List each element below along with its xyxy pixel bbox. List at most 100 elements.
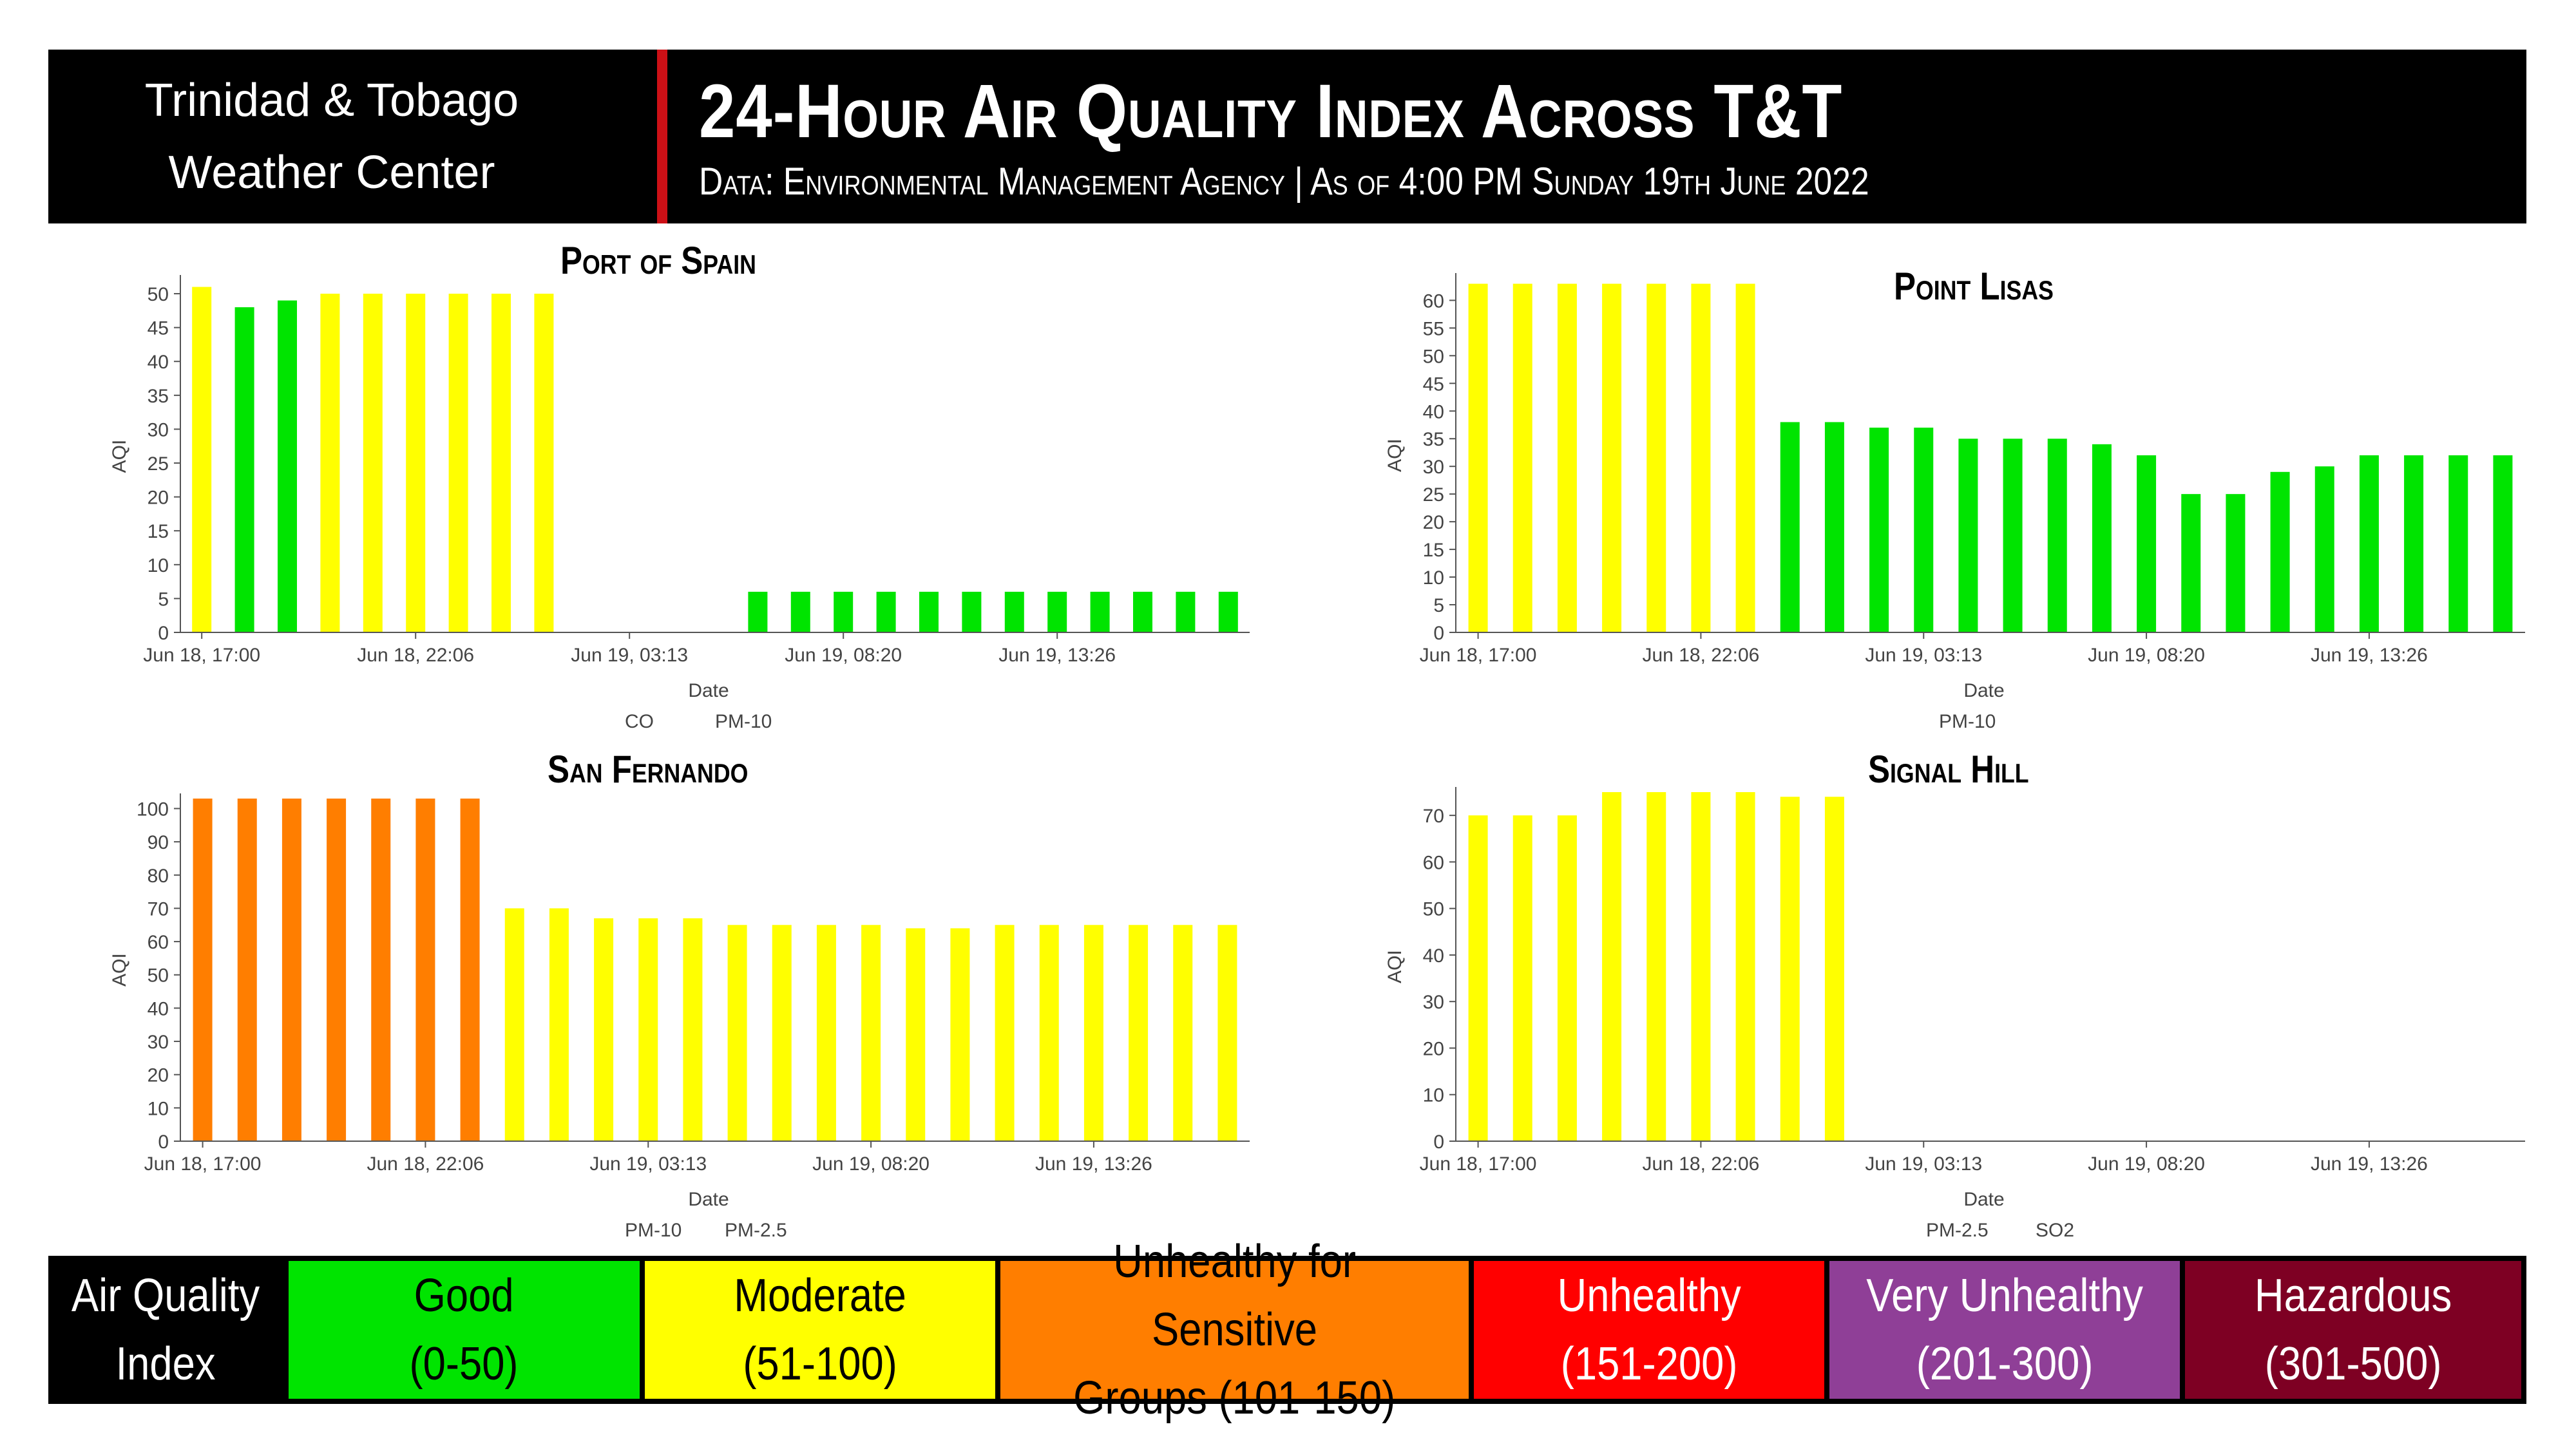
legend-item-range: (201-300) — [1916, 1338, 2094, 1390]
chart-port-of-spain: 0 5 10 15 20 25 30 35 40 45 50 AQI Jun 18, 17:00 Jun … — [97, 238, 1256, 741]
x-tick-label: Jun 19, 03:13 — [571, 645, 688, 666]
y-tick-label: 50 — [148, 284, 169, 305]
y-tick-label: 30 — [1423, 992, 1444, 1013]
y-tick-label: 30 — [1423, 457, 1444, 478]
brand-block: Trinidad & Tobago Weather Center — [48, 50, 615, 223]
y-tick-label: 35 — [148, 386, 169, 407]
bar — [2226, 494, 2246, 632]
bar — [192, 287, 212, 632]
y-tick-label: 45 — [148, 318, 169, 339]
bar — [1083, 925, 1103, 1141]
y-axis-label: AQI — [1384, 439, 1406, 472]
y-tick-label: 30 — [148, 1032, 169, 1053]
y-tick-label: 90 — [148, 832, 169, 853]
chart-signal-hill-svg: 0 10 20 30 40 50 60 70 AQI Jun 18, 17:00 Jun 18, 2… — [1384, 787, 2525, 1241]
bar — [1646, 792, 1666, 1141]
legend-item-very-unhealthy: Very Unhealthy (201-300) — [1829, 1261, 2180, 1399]
chart-title-signal-hill: Signal Hill — [1868, 748, 2029, 791]
x-axis-label: Date — [688, 1189, 729, 1210]
chart-san-fernando: 0 10 20 30 40 50 60 70 80 90 100 AQI Jun 18, 17:00 Ju… — [97, 747, 1256, 1249]
legend-item-hazardous: Hazardous (301-500) — [2185, 1261, 2521, 1399]
bar — [504, 908, 524, 1141]
bar — [1691, 283, 1711, 632]
y-tick-label: 20 — [148, 1065, 169, 1086]
legend-item-range: (51-100) — [743, 1338, 897, 1390]
bar — [2493, 455, 2513, 632]
bar — [327, 799, 347, 1141]
x-tick-label: Jun 18, 22:06 — [367, 1153, 484, 1175]
bar — [906, 928, 926, 1141]
bar — [1735, 792, 1755, 1141]
legend-item-range: Groups (101-150) — [1073, 1372, 1396, 1424]
bar — [1780, 422, 1800, 632]
bar — [1129, 925, 1149, 1141]
y-tick-label: 10 — [1423, 1085, 1444, 1106]
legend-label-line-1: Air Quality — [72, 1270, 260, 1321]
brand-line-2: Weather Center — [168, 147, 495, 198]
bar — [281, 799, 301, 1141]
bar — [1557, 283, 1577, 632]
bar — [1512, 815, 1532, 1141]
y-tick-label: 5 — [1433, 595, 1444, 616]
series-label: PM-10 — [1939, 711, 1996, 732]
bar — [1217, 925, 1237, 1141]
y-axis-label: AQI — [1384, 950, 1406, 983]
bar — [919, 591, 939, 632]
bar — [683, 918, 703, 1141]
y-tick-label: 35 — [1423, 429, 1444, 450]
y-tick-label: 55 — [1423, 318, 1444, 339]
y-tick-label: 20 — [1423, 512, 1444, 533]
y-tick-label: 40 — [1423, 401, 1444, 422]
header-banner: Trinidad & Tobago Weather Center 24-Hour… — [48, 50, 2526, 223]
x-tick-label: Jun 19, 03:13 — [1865, 1153, 1982, 1175]
bar — [234, 307, 254, 632]
bar — [193, 799, 213, 1141]
bar — [534, 294, 554, 632]
bar — [950, 928, 970, 1141]
legend-item-name: Very Unhealthy — [1866, 1270, 2143, 1321]
chart-title-port-of-spain: Port of Spain — [560, 239, 756, 282]
y-tick-label: 50 — [1423, 899, 1444, 920]
y-tick-label: 5 — [158, 589, 169, 610]
legend-item-good: Good (0-50) — [289, 1261, 640, 1399]
bar — [1173, 925, 1193, 1141]
x-tick-label: Jun 18, 22:06 — [1643, 645, 1760, 666]
x-tick-label: Jun 19, 03:13 — [1865, 645, 1982, 666]
legend-item-usg: Unhealthy for Sensitive Groups (101-150) — [1000, 1236, 1469, 1424]
bar — [460, 799, 480, 1141]
y-tick-label: 15 — [1423, 540, 1444, 561]
x-axis-label: Date — [1963, 1189, 2004, 1210]
bar — [1004, 591, 1024, 632]
bar — [962, 591, 982, 632]
y-tick-label: 70 — [1423, 806, 1444, 827]
chart-title-san-fernando: San Fernando — [548, 748, 749, 791]
y-tick-label: 20 — [148, 488, 169, 509]
legend-item-name: Good — [414, 1270, 514, 1321]
x-tick-label: Jun 19, 03:13 — [589, 1153, 707, 1175]
chart-title-point-lisas: Point Lisas — [1894, 265, 2054, 308]
x-tick-label: Jun 19, 13:26 — [998, 645, 1116, 666]
bar — [790, 591, 810, 632]
legend-item-name: Moderate — [734, 1270, 906, 1321]
bar — [2404, 455, 2424, 632]
bar — [278, 300, 297, 632]
series-label: PM-2.5 — [1926, 1220, 1989, 1241]
x-axis-label: Date — [1963, 680, 2004, 701]
bar — [861, 925, 881, 1141]
x-tick-label: Jun 19, 08:20 — [785, 645, 902, 666]
y-axis-label: AQI — [109, 953, 130, 987]
legend-item-unhealthy: Unhealthy (151-200) — [1474, 1261, 1824, 1399]
bar — [834, 591, 854, 632]
y-tick-label: 50 — [1423, 346, 1444, 367]
bar — [371, 799, 391, 1141]
x-tick-label: Jun 19, 08:20 — [2088, 645, 2205, 666]
bar — [1218, 591, 1238, 632]
y-tick-label: 40 — [148, 352, 169, 373]
chart-point-lisas-svg: 0 5 10 15 20 25 30 35 40 45 50 55 60 AQI Jun 18, 17:00… — [1384, 273, 2525, 732]
x-axis-label: Date — [688, 680, 729, 701]
bar — [1047, 591, 1067, 632]
bar — [1735, 283, 1755, 632]
y-tick-label: 70 — [148, 898, 169, 920]
bar — [1646, 283, 1666, 632]
bar — [2003, 439, 2023, 632]
